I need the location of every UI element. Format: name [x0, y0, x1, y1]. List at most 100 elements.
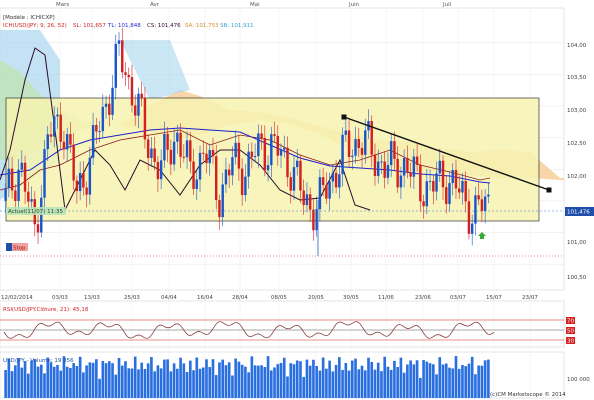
volume-bar: [276, 364, 280, 398]
candle-body: [49, 134, 53, 137]
candle-body: [198, 152, 202, 180]
volume-label: USD/JPY - Volume: 19 356: [3, 358, 74, 364]
volume-bar: [328, 360, 331, 398]
date-tick: 11/06: [378, 295, 394, 301]
volume-bar: [240, 364, 244, 398]
volume-bar: [448, 367, 451, 398]
month-labels: Mars Avr Mai Juin Juil: [56, 2, 452, 8]
candle-body: [318, 177, 322, 210]
candle-body: [46, 134, 49, 150]
volume-bar: [117, 357, 121, 398]
candle-body: [153, 148, 156, 162]
candle-body: [88, 157, 92, 195]
candle-body: [189, 140, 192, 162]
candle-body: [389, 141, 393, 166]
candle-body: [338, 174, 341, 188]
candle-body: [143, 98, 147, 140]
cs-label: CS: 101,476: [147, 23, 181, 29]
volume-bar: [172, 363, 176, 398]
candle-body: [85, 187, 88, 195]
candle-body: [344, 130, 348, 135]
candle-body: [341, 134, 344, 175]
volume-bar: [130, 368, 134, 398]
date-tick: 04/04: [161, 295, 177, 301]
price-tick: 101,00: [567, 240, 587, 246]
candle-body: [334, 172, 338, 188]
candle-body: [422, 201, 425, 207]
volume-bar: [425, 361, 429, 398]
volume-bar: [318, 370, 322, 398]
candle-body: [432, 180, 435, 192]
candle-body: [172, 141, 176, 165]
month-label: Mars: [56, 2, 69, 8]
volume-bar: [341, 369, 344, 398]
volume-bar: [143, 369, 147, 398]
volume-bar: [406, 364, 409, 398]
volume-bar: [428, 363, 432, 398]
candle-body: [247, 151, 250, 177]
candle-body: [380, 161, 383, 163]
candle-body: [483, 196, 487, 212]
rsi-tag-70: [566, 317, 575, 324]
volume-bar: [214, 375, 218, 398]
rsi-tag-30: [566, 337, 575, 344]
volume-bar: [257, 365, 260, 398]
candle-body: [221, 184, 224, 218]
candle-body: [185, 140, 189, 158]
volume-bar: [282, 357, 286, 398]
volume-bar: [176, 368, 179, 398]
candle-body: [65, 134, 69, 150]
volume-bar: [85, 365, 88, 398]
trendline-handle-start[interactable]: [341, 114, 347, 120]
stop-tag: Stop: [13, 246, 26, 252]
volume-bar: [292, 364, 296, 398]
volume-bar: [470, 356, 474, 398]
candle-body: [373, 154, 377, 176]
candle-body: [36, 224, 40, 233]
volume-bar: [383, 356, 387, 398]
candle-body: [134, 105, 137, 116]
candle-body: [257, 133, 260, 157]
volume-bar: [269, 370, 273, 398]
volume-bar: [133, 356, 137, 398]
volume-bar: [114, 374, 118, 398]
candle-body: [140, 93, 143, 99]
candle-body: [72, 144, 75, 181]
buy-arrow-icon[interactable]: [478, 232, 486, 239]
candle-body: [250, 151, 254, 158]
volume-bar: [444, 363, 448, 398]
volume-bar: [393, 360, 396, 398]
volume-bar: [205, 359, 208, 398]
volume-bar: [179, 357, 182, 398]
trendline-handle-end[interactable]: [546, 187, 552, 193]
volume-bar: [72, 363, 75, 398]
volume-bar: [101, 361, 105, 398]
candle-body: [23, 162, 27, 192]
candle-body: [91, 125, 95, 158]
candle-body: [370, 121, 373, 155]
volume-bar: [454, 356, 458, 398]
candle-body: [260, 133, 263, 138]
sl-label: SL: 101,657: [73, 23, 106, 29]
ichimoku-label: ICH(USD/JPY; 9, 26, 52): [3, 23, 67, 29]
resistance-trendline[interactable]: [343, 116, 550, 191]
volume-bar: [7, 358, 11, 398]
volume-bar: [59, 370, 63, 398]
volume-bar: [91, 362, 95, 398]
candle-body: [305, 194, 309, 206]
candle-body: [347, 130, 351, 158]
candle-body: [224, 169, 228, 185]
candle-body: [240, 168, 244, 196]
candle-body: [101, 106, 105, 132]
candle-body: [412, 156, 416, 177]
candle-body: [419, 164, 422, 202]
candle-body: [59, 114, 62, 142]
candle-body: [357, 138, 360, 148]
candle-body: [114, 43, 117, 88]
volume-bar: [396, 367, 399, 398]
candle-body: [14, 190, 17, 201]
price-axis: 104,00 103,50 103,00 102,50 102,00 101,0…: [567, 43, 587, 281]
volume-bar: [198, 368, 202, 398]
candle-body: [253, 156, 257, 158]
